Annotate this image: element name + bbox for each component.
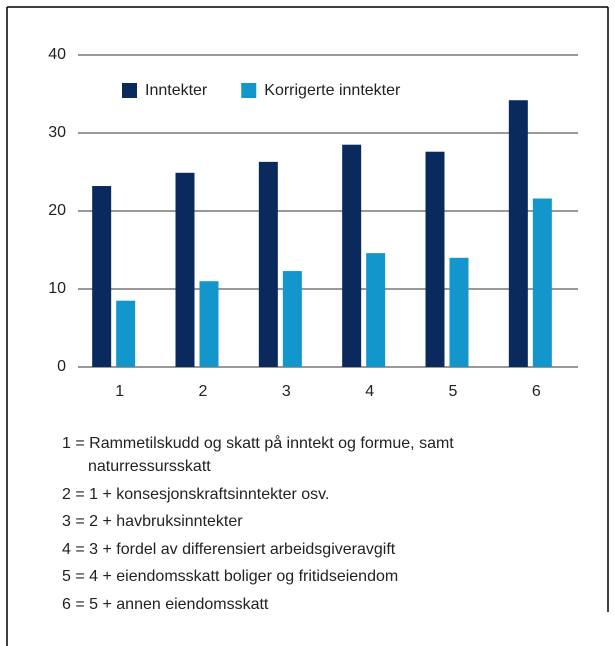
x-tick-label: 2 — [199, 383, 208, 400]
y-tick-label: 20 — [48, 202, 66, 219]
note: 4 = 3 + fordel av differensiert arbeidsg… — [62, 540, 396, 558]
y-tick-label: 10 — [48, 280, 66, 297]
note: 5 = 4 + eiendomsskatt boliger og fritids… — [62, 568, 399, 585]
legend-swatch — [241, 83, 257, 98]
x-tick-label: 1 — [115, 383, 124, 400]
bar — [532, 198, 552, 367]
bar — [175, 172, 195, 367]
legend-swatch — [122, 83, 137, 98]
x-tick-label: 5 — [449, 383, 458, 400]
bar — [342, 144, 362, 367]
x-tick-label: 6 — [532, 383, 541, 400]
legend-label: Inntekter — [145, 82, 208, 99]
note: 2 = 1 + konsesjonskraftsinntekter osv. — [62, 485, 330, 503]
bar — [449, 257, 469, 367]
bar — [508, 100, 528, 368]
bar — [425, 151, 445, 367]
note: 6 = 5 + annen eiendomsskatt — [62, 595, 269, 613]
bar — [258, 161, 278, 367]
note: 3 = 2 + havbruksinntekter — [62, 513, 243, 530]
x-tick-label: 4 — [365, 383, 374, 400]
bar — [92, 186, 112, 367]
y-tick-label: 30 — [48, 124, 66, 141]
x-tick-label: 3 — [282, 383, 291, 400]
bar — [366, 253, 386, 367]
y-tick-label: 40 — [48, 46, 66, 63]
note: 1 = Rammetilskudd og skatt på inntekt og… — [62, 435, 454, 475]
bar — [282, 271, 302, 367]
y-tick-label: 0 — [57, 358, 66, 375]
notes: 1 = Rammetilskudd og skatt på inntekt og… — [62, 432, 562, 620]
bar — [116, 300, 136, 367]
legend-label: Korrigerte inntekter — [264, 82, 401, 99]
bar — [199, 281, 219, 367]
